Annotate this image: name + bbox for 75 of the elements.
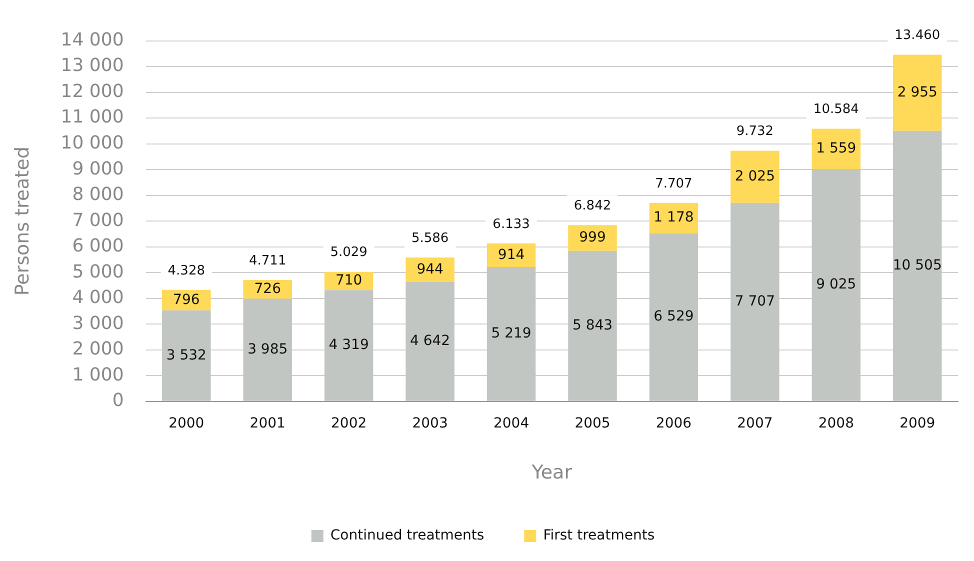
bar [812, 168, 861, 401]
data-label: 5 219 [491, 326, 532, 342]
x-axis-title: Year [530, 462, 572, 484]
bar [730, 150, 780, 203]
total-label: 13.460 [894, 28, 940, 44]
x-tick-label: 2004 [493, 415, 530, 432]
y-tick-label: 3 000 [72, 312, 124, 334]
data-label: 9 025 [816, 276, 856, 293]
y-tick-label: 8 000 [72, 184, 124, 206]
y-tick-label: 14 000 [60, 29, 124, 50]
bar [730, 202, 780, 401]
bar [486, 266, 536, 401]
y-tick-label: 11 000 [60, 106, 124, 128]
y-tick-label: 9 000 [72, 158, 124, 180]
data-label: 4 642 [410, 333, 450, 350]
data-label: 1 559 [816, 140, 856, 157]
data-label: 3 532 [166, 347, 206, 364]
y-tick-label: 7 000 [72, 210, 124, 231]
data-label: 1 178 [654, 210, 694, 226]
x-tick-label: 2003 [412, 415, 448, 432]
total-label: 6.133 [492, 216, 530, 232]
bar [568, 250, 617, 401]
data-label: 999 [579, 230, 606, 246]
x-tick-label: 2001 [250, 415, 286, 432]
data-label: 7 707 [734, 294, 775, 310]
data-label: 3 985 [248, 341, 288, 358]
y-tick-label: 10 000 [60, 132, 124, 154]
data-label: 10 505 [892, 258, 942, 274]
data-label: 2 025 [734, 168, 775, 184]
y-tick-label: 1 000 [72, 364, 124, 386]
legend-label: Continued treatments [330, 528, 484, 544]
legend-label: First treatments [543, 528, 655, 544]
total-label: 6.842 [574, 198, 612, 214]
data-label: 914 [498, 246, 525, 263]
y-tick-label: 4 000 [72, 287, 124, 308]
bar [162, 310, 211, 401]
bar [812, 128, 861, 169]
x-tick-label: 2005 [574, 415, 610, 432]
bar [243, 298, 292, 401]
y-tick-label: 13 000 [60, 55, 124, 76]
bar [243, 280, 292, 299]
y-axis-title: Persons treated [11, 146, 34, 296]
y-tick-label: 0 [112, 390, 124, 412]
bar [893, 130, 942, 401]
y-tick-label: 12 000 [60, 80, 124, 102]
bar [649, 233, 698, 401]
data-label: 2 955 [897, 84, 938, 100]
data-label: 6 529 [654, 308, 694, 325]
y-tick-label: 6 000 [72, 236, 124, 257]
data-label: 726 [254, 281, 282, 298]
bar [893, 54, 942, 131]
data-label: 710 [335, 272, 362, 289]
total-label: 9.732 [736, 124, 774, 140]
total-label: 4.711 [249, 253, 286, 268]
data-label: 944 [416, 261, 444, 278]
data-label: 796 [173, 292, 200, 308]
total-label: 4.328 [168, 263, 206, 278]
total-label: 5.029 [330, 245, 368, 260]
y-tick-label: 5 000 [72, 261, 124, 282]
bar [406, 258, 454, 282]
data-label: 4 319 [328, 337, 369, 354]
bar [406, 282, 454, 401]
y-tick-label: 2 000 [72, 338, 124, 360]
x-tick-label: 2000 [168, 415, 204, 432]
total-label: 10.584 [813, 102, 859, 118]
data-label: 5 843 [572, 318, 613, 334]
x-tick-label: 2006 [656, 415, 692, 432]
x-tick-label: 2009 [900, 415, 936, 432]
total-label: 5.586 [411, 230, 449, 246]
x-tick-label: 2008 [818, 415, 854, 432]
bar [568, 225, 617, 251]
bar [324, 290, 374, 401]
x-tick-label: 2007 [737, 415, 773, 432]
x-tick-label: 2002 [331, 415, 367, 432]
total-label: 7.707 [655, 176, 692, 192]
